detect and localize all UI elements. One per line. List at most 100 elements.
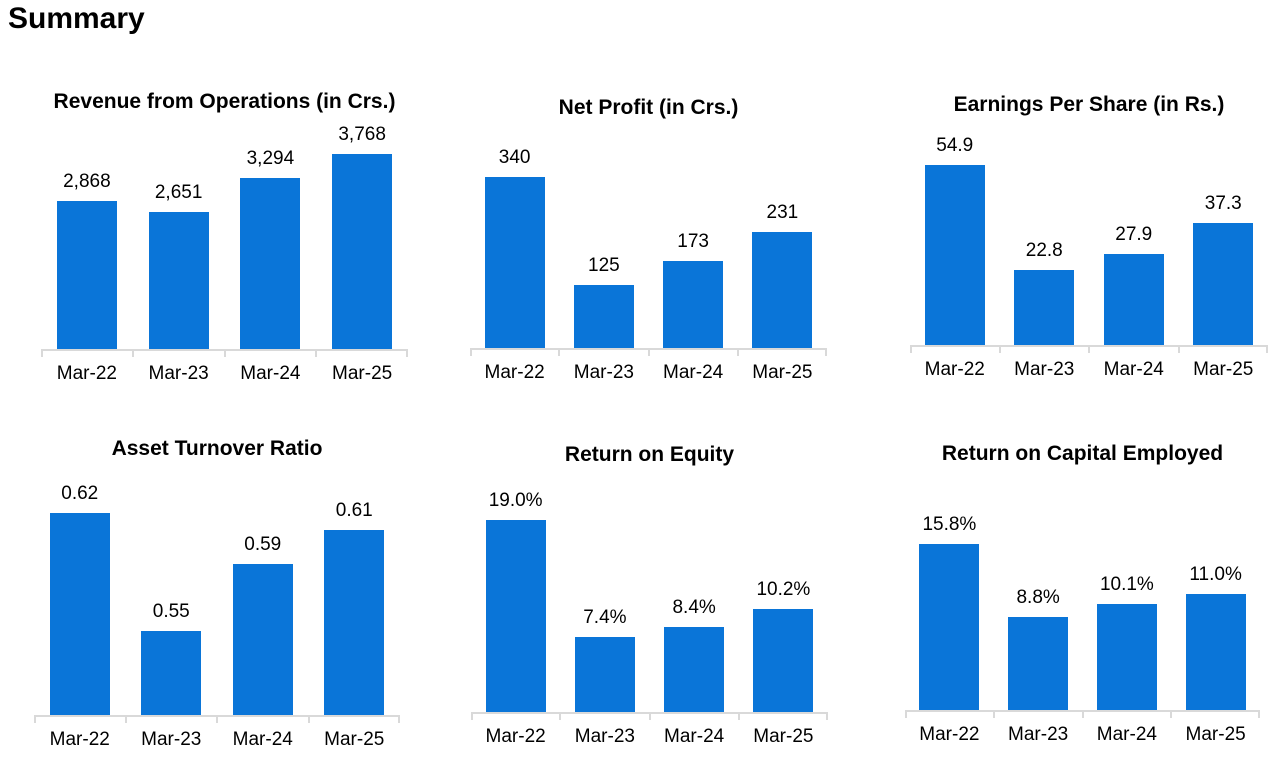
data-label: 15.8% <box>922 513 977 535</box>
data-label: 11.0% <box>1189 564 1242 586</box>
x-axis-label: Mar-23 <box>574 726 635 747</box>
category-cell: 2,651 Mar-23 <box>133 116 225 384</box>
data-label: 340 <box>498 147 531 169</box>
category-cell: 231 Mar-25 <box>738 122 827 383</box>
chart-title: Earnings Per Share (in Rs.) <box>953 93 1225 116</box>
category-cell: 27.9 Mar-24 <box>1089 119 1179 380</box>
bar-mar-25 <box>324 530 385 715</box>
axis-tick <box>905 710 907 718</box>
category-cell: 3,294 Mar-24 <box>225 116 317 384</box>
data-label: 3,768 <box>338 123 386 145</box>
chart-title: Asset Turnover Ratio <box>111 437 323 460</box>
page-title: Summary <box>8 2 145 35</box>
data-label: 0.61 <box>335 500 373 522</box>
data-label: 7.4% <box>583 607 627 629</box>
x-axis-label: Mar-22 <box>484 362 545 383</box>
x-axis-label: Mar-22 <box>49 729 110 750</box>
bar-mar-24 <box>1103 253 1164 345</box>
chart-return-on-equity: Return on Equity 19.0% Mar-22 7.4% Mar-23 8.… <box>471 441 828 747</box>
chart-title: Revenue from Operations (in Crs.) <box>53 90 396 113</box>
bar-mar-24 <box>664 626 725 712</box>
data-label: 0.62 <box>61 483 99 505</box>
axis-tick <box>216 715 218 723</box>
bar-mar-22 <box>919 543 980 710</box>
axis-tick <box>825 348 827 356</box>
bar-mar-23 <box>573 285 634 348</box>
category-cell: 11.0% Mar-25 <box>1171 468 1260 745</box>
category-cell: 19.0% Mar-22 <box>471 469 560 747</box>
category-cell: 15.8% Mar-22 <box>905 468 994 745</box>
chart-revenue-from-operations: Revenue from Operations (in Crs.) 2,868 M… <box>41 88 408 384</box>
axis-tick <box>1170 710 1173 718</box>
axis-tick <box>223 349 226 357</box>
bar-mar-23 <box>574 637 635 712</box>
x-axis-label: Mar-23 <box>573 362 634 383</box>
x-axis-label: Mar-25 <box>324 729 385 750</box>
data-label: 2,868 <box>63 170 111 192</box>
chart-title: Return on Equity <box>564 443 735 466</box>
axis-tick <box>1088 345 1090 353</box>
data-label: 10.1% <box>1099 573 1154 595</box>
axis-tick <box>1266 345 1268 353</box>
x-axis-label: Mar-25 <box>752 362 813 383</box>
axis-tick <box>736 348 739 356</box>
bar-mar-23 <box>148 211 209 349</box>
plot-area: 54.9 Mar-22 22.8 Mar-23 27.9 Mar-24 37.3 Mar-25 <box>910 119 1269 380</box>
axis-tick <box>131 349 134 357</box>
axis-tick <box>1177 345 1180 353</box>
bar-mar-24 <box>240 178 301 349</box>
x-axis-label: Mar-24 <box>1103 359 1164 380</box>
bar-mar-23 <box>141 631 202 715</box>
chart-return-on-capital-employed: Return on Capital Employed 15.8% Mar-22 8.… <box>905 440 1260 745</box>
bar-mar-24 <box>232 563 293 715</box>
x-axis-label: Mar-25 <box>753 726 814 747</box>
axis-tick <box>470 348 472 356</box>
bar-mar-23 <box>1008 617 1069 710</box>
axis-tick <box>406 349 408 357</box>
axis-tick <box>471 712 473 720</box>
plot-area: 0.62 Mar-22 0.55 Mar-23 0.59 Mar-24 0.61 Mar-25 <box>34 463 400 750</box>
bar-mar-25 <box>1193 222 1254 345</box>
x-axis-label: Mar-23 <box>141 729 202 750</box>
bar-mar-22 <box>485 519 546 712</box>
axis-tick <box>648 712 651 720</box>
category-cell: 8.4% Mar-24 <box>650 469 739 747</box>
data-label: 19.0% <box>488 489 543 511</box>
category-cell: 340 Mar-22 <box>470 122 559 383</box>
category-cell: 7.4% Mar-23 <box>560 469 649 747</box>
axis-tick <box>992 710 995 718</box>
x-axis-label: Mar-25 <box>332 363 393 384</box>
category-cell: 22.8 Mar-23 <box>1000 119 1090 380</box>
category-cell: 2,868 Mar-22 <box>41 116 133 384</box>
axis-tick <box>398 715 400 723</box>
data-label: 8.4% <box>672 596 716 618</box>
bar-mar-22 <box>56 200 117 349</box>
axis-tick <box>558 348 561 356</box>
data-label: 22.8 <box>1025 240 1063 262</box>
data-label: 125 <box>588 255 620 277</box>
x-axis-label: Mar-22 <box>919 724 980 745</box>
data-label: 10.2% <box>756 578 811 600</box>
category-cell: 0.59 Mar-24 <box>217 463 309 750</box>
data-label: 173 <box>677 231 709 253</box>
data-label: 27.9 <box>1115 223 1153 245</box>
bar-mar-23 <box>1014 270 1075 345</box>
axis-tick <box>998 345 1001 353</box>
x-axis-label: Mar-23 <box>148 363 209 384</box>
category-cell: 54.9 Mar-22 <box>910 119 1000 380</box>
axis-tick <box>1258 710 1260 718</box>
axis-tick <box>559 712 562 720</box>
axis-tick <box>34 715 36 723</box>
bar-mar-25 <box>332 153 393 349</box>
x-axis-label: Mar-25 <box>1193 359 1254 380</box>
x-axis-label: Mar-24 <box>1096 724 1157 745</box>
category-cell: 10.1% Mar-24 <box>1083 468 1172 745</box>
bar-mar-22 <box>924 165 985 345</box>
data-label: 0.59 <box>244 533 282 555</box>
plot-area: 15.8% Mar-22 8.8% Mar-23 10.1% Mar-24 11.0% Mar… <box>905 468 1260 745</box>
category-cell: 37.3 Mar-25 <box>1179 119 1269 380</box>
category-cell: 125 Mar-23 <box>559 122 648 383</box>
category-cell: 0.55 Mar-23 <box>126 463 218 750</box>
data-label: 3,294 <box>246 148 295 170</box>
